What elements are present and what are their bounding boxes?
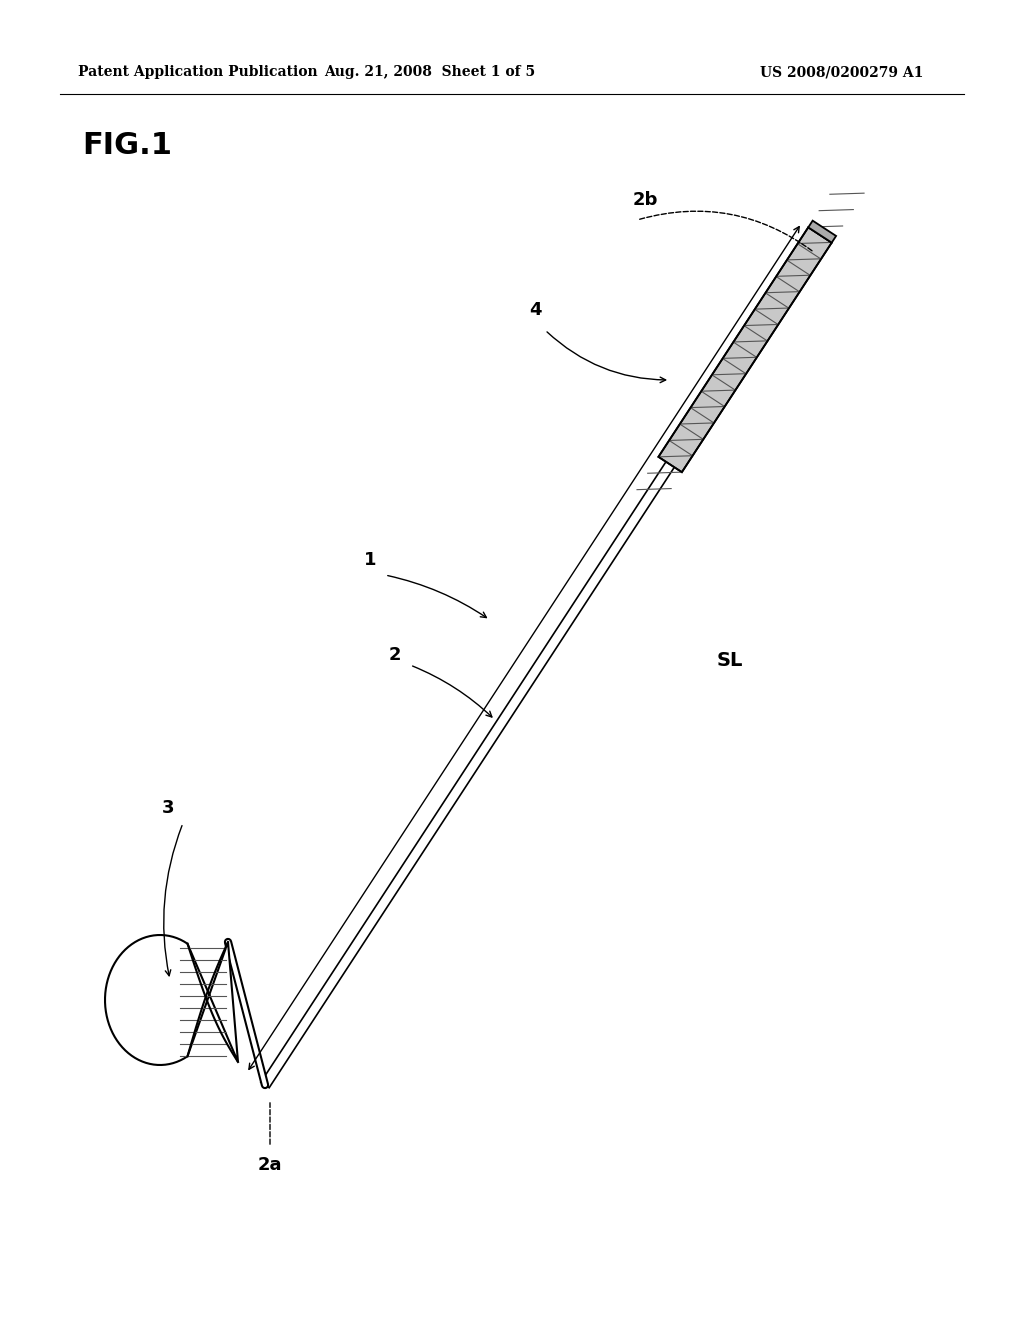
Polygon shape	[658, 227, 831, 473]
Text: 3: 3	[162, 799, 174, 817]
Polygon shape	[658, 227, 831, 473]
Polygon shape	[105, 935, 238, 1065]
Text: Aug. 21, 2008  Sheet 1 of 5: Aug. 21, 2008 Sheet 1 of 5	[325, 65, 536, 79]
Text: Patent Application Publication: Patent Application Publication	[78, 65, 317, 79]
Polygon shape	[261, 232, 824, 1088]
Text: FIG.1: FIG.1	[82, 131, 172, 160]
Text: US 2008/0200279 A1: US 2008/0200279 A1	[760, 65, 924, 79]
Text: 2a: 2a	[258, 1156, 283, 1173]
Text: SL: SL	[717, 651, 743, 669]
Polygon shape	[808, 220, 837, 243]
Text: 2: 2	[389, 645, 401, 664]
Text: 4: 4	[528, 301, 542, 319]
Text: 2b: 2b	[632, 191, 657, 209]
Text: 1: 1	[364, 550, 376, 569]
